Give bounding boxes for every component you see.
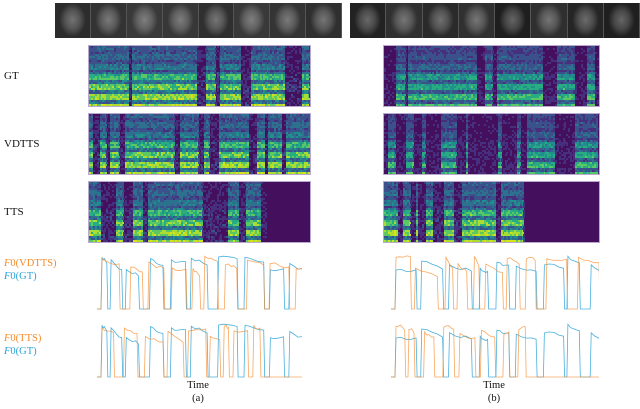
video-frame — [306, 3, 342, 38]
video-frame — [162, 3, 199, 38]
f0-plot-vdtts-a — [97, 250, 302, 312]
f0-plot-tts-a — [97, 318, 302, 380]
caption-a: (a) — [192, 393, 204, 404]
legend-pred: F0(VDTTS) — [4, 258, 57, 269]
legend-pred: F0(TTS) — [4, 333, 42, 344]
f0-plot-tts-b — [391, 318, 599, 380]
video-frames-b — [350, 3, 640, 38]
video-frame — [567, 3, 604, 38]
row-label-tts: TTS — [4, 206, 24, 218]
spectrogram-gt-a — [88, 45, 311, 107]
video-frame — [531, 3, 568, 38]
spectrogram-vdtts-a — [88, 113, 311, 175]
video-frame — [90, 3, 127, 38]
spectrogram-tts-b — [383, 181, 600, 243]
f0-legend-tts: F0(TTS) F0(GT) — [4, 332, 41, 358]
legend-ref: F0(GT) — [4, 271, 37, 282]
row-label-gt: GT — [4, 70, 19, 82]
caption-b: (b) — [487, 393, 501, 404]
video-frame — [270, 3, 307, 38]
legend-ref: F0(GT) — [4, 346, 37, 357]
video-frame — [422, 3, 459, 38]
spectrogram-gt-b — [383, 45, 600, 107]
f0-plot-vdtts-b — [391, 250, 599, 312]
video-frame — [495, 3, 532, 38]
spectrogram-tts-a — [88, 181, 311, 243]
video-frame — [198, 3, 235, 38]
xlabel-a: Time — [187, 380, 209, 391]
spectrogram-vdtts-b — [383, 113, 600, 175]
video-frame — [603, 3, 640, 38]
video-frame — [386, 3, 423, 38]
video-frames-a — [55, 3, 342, 38]
row-label-vdtts: VDTTS — [4, 138, 40, 150]
video-frame — [234, 3, 271, 38]
video-frame — [458, 3, 495, 38]
video-frame — [126, 3, 163, 38]
video-frame — [350, 3, 387, 38]
video-frame — [55, 3, 91, 38]
f0-legend-vdtts: F0(VDTTS) F0(GT) — [4, 257, 57, 283]
xlabel-b: Time — [483, 380, 505, 391]
